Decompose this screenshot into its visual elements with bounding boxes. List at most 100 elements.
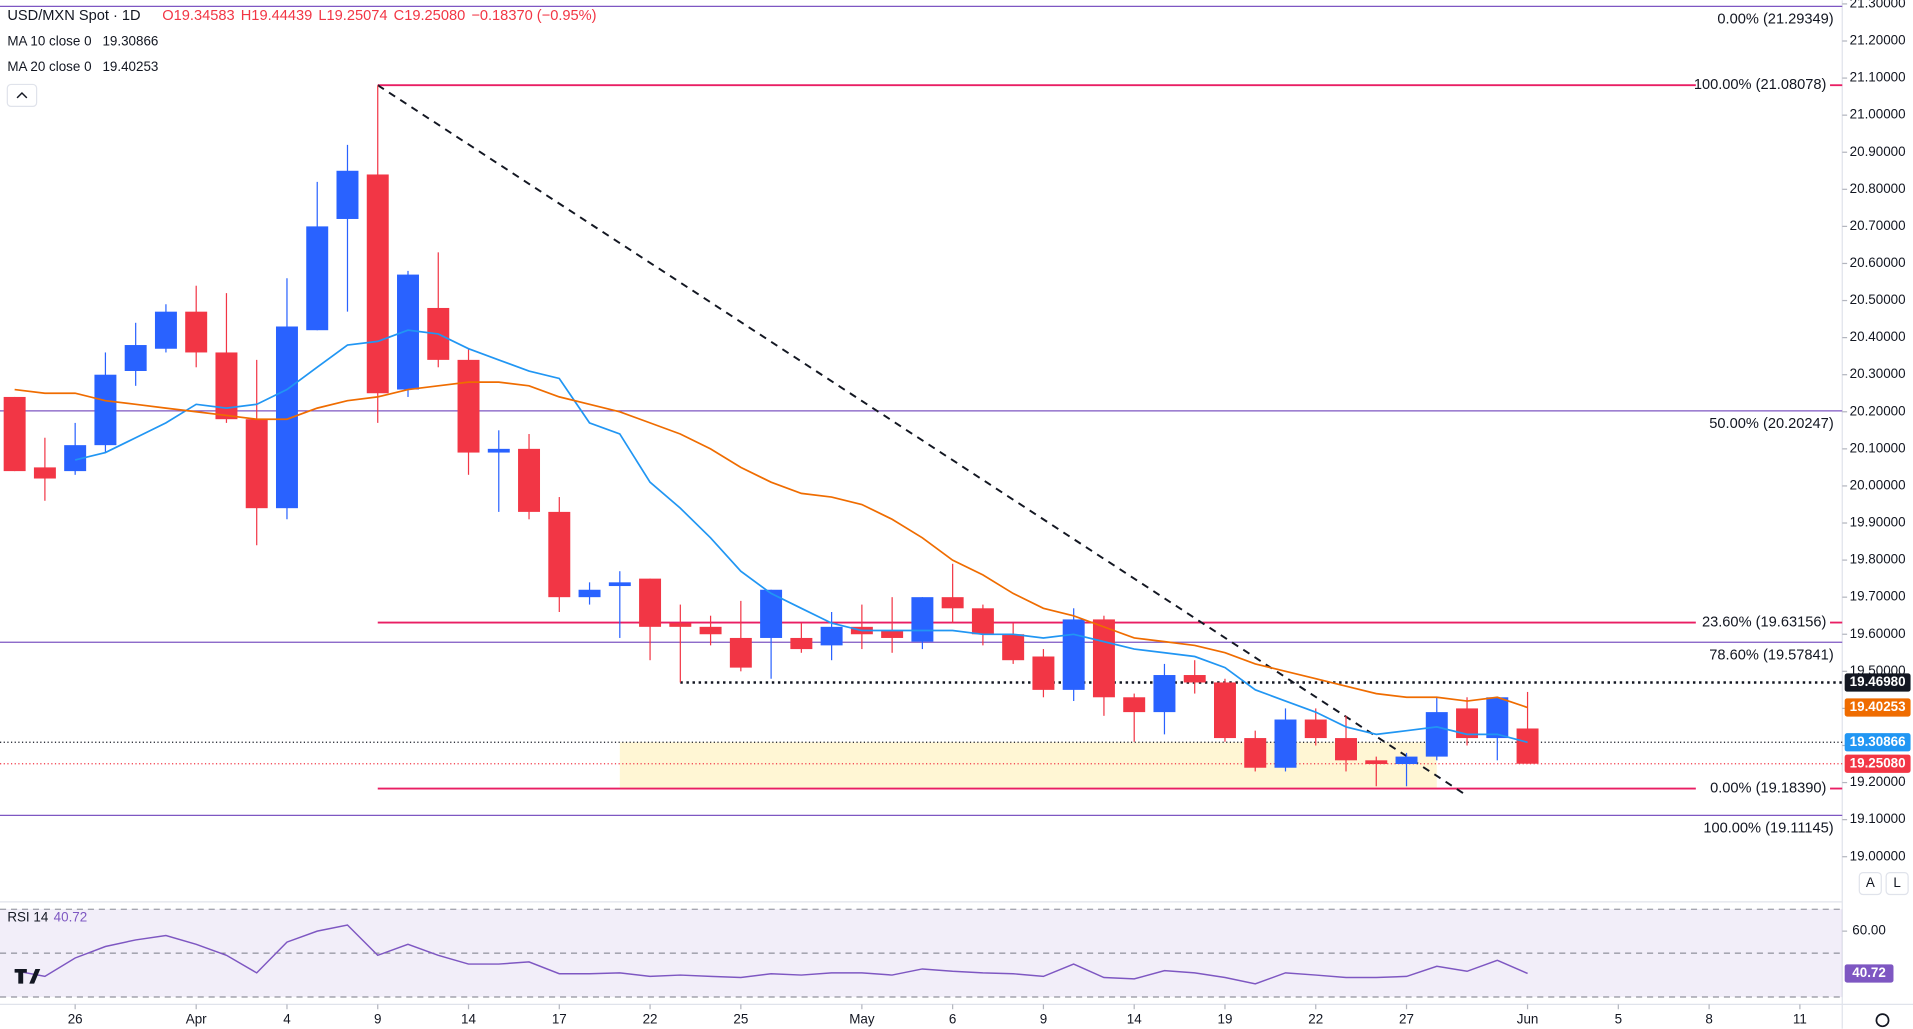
candle-body xyxy=(941,597,964,609)
candle-body xyxy=(124,345,147,371)
ohlc-value: O19.34583 xyxy=(162,8,234,24)
y-tick-label: 19.20000 xyxy=(1850,774,1906,789)
price-badge xyxy=(1844,698,1911,717)
candle-body xyxy=(366,174,389,394)
candle-body xyxy=(881,630,904,638)
candle-body xyxy=(578,589,601,598)
candle-body xyxy=(1032,656,1055,690)
y-tick-label: 20.00000 xyxy=(1850,477,1906,492)
y-tick-label: 21.30000 xyxy=(1850,0,1906,10)
candle-body xyxy=(760,589,783,638)
candle-body xyxy=(1183,675,1206,683)
x-tick-label: 25 xyxy=(733,1012,748,1027)
y-tick-label: 20.40000 xyxy=(1850,329,1906,344)
rsi-line xyxy=(14,924,1528,985)
candle-body xyxy=(3,396,26,472)
candle-body xyxy=(1002,634,1025,661)
candle-body xyxy=(518,448,541,512)
price-badge-label: 19.25080 xyxy=(1850,755,1906,770)
candle-body xyxy=(1304,719,1327,739)
y-tick-label: 20.90000 xyxy=(1850,144,1906,159)
legend-value: 19.40253 xyxy=(102,59,158,74)
x-tick-label: 27 xyxy=(1399,1012,1414,1027)
candle-body xyxy=(669,623,692,627)
fib-label: 100.00% (21.08078) xyxy=(1694,77,1827,93)
candle-body xyxy=(1213,682,1236,739)
candle-body xyxy=(1365,760,1388,765)
legend-name: MA 20 close 0 xyxy=(7,59,91,74)
fib-label: 78.60% (19.57841) xyxy=(1709,648,1833,664)
collapse-button[interactable] xyxy=(6,83,38,108)
fib-label: 0.00% (19.18390) xyxy=(1710,780,1826,796)
candle-body xyxy=(185,311,208,353)
price-badge xyxy=(1844,733,1911,752)
fib-label: 0.00% (21.29349) xyxy=(1717,12,1833,28)
rsi-badge xyxy=(1844,964,1894,983)
y-tick-label: 21.10000 xyxy=(1850,70,1906,85)
x-tick-label: Jun xyxy=(1517,1012,1539,1027)
candle-body xyxy=(639,578,662,627)
candle-body xyxy=(1274,719,1297,768)
x-tick-label: 6 xyxy=(949,1012,956,1027)
y-tick-label: 21.00000 xyxy=(1850,107,1906,122)
ma-line xyxy=(74,329,1528,744)
scale-button[interactable] xyxy=(1858,871,1882,896)
rsi-name: RSI 14 xyxy=(7,909,49,924)
y-tick-label: 20.80000 xyxy=(1850,181,1906,196)
y-tick-label: 19.80000 xyxy=(1850,552,1906,567)
price-badge-label: 19.40253 xyxy=(1850,699,1906,714)
x-tick-label: Apr xyxy=(186,1012,207,1027)
y-tick-label: 19.00000 xyxy=(1850,848,1906,863)
candle-body xyxy=(215,352,238,420)
candle-body xyxy=(64,445,87,472)
chart-title: USD/MXN Spot · 1D xyxy=(7,8,140,24)
candle-body xyxy=(729,637,752,668)
rsi-band xyxy=(0,909,1843,998)
y-tick-label: 19.90000 xyxy=(1850,515,1906,530)
ohlc-value: H19.44439 xyxy=(241,8,313,24)
legend-name: MA 10 close 0 xyxy=(7,33,91,48)
x-tick-label: 26 xyxy=(68,1012,83,1027)
candle-body xyxy=(457,359,480,453)
ohlc-value: C19.25080 xyxy=(394,8,466,24)
candle-body xyxy=(94,374,117,446)
y-tick-label: 19.10000 xyxy=(1850,811,1906,826)
candle-body xyxy=(245,419,268,509)
rsi-value: 40.72 xyxy=(54,909,88,924)
candle-body xyxy=(820,626,843,646)
candle-body xyxy=(1486,697,1509,739)
price-badge xyxy=(1844,754,1911,773)
zone xyxy=(619,742,1437,789)
y-tick-label: 20.20000 xyxy=(1850,403,1906,418)
candle-body xyxy=(1516,728,1539,764)
candle-body xyxy=(275,326,298,509)
fib-label: 50.00% (20.20247) xyxy=(1709,416,1833,432)
settings-icon[interactable] xyxy=(1875,1013,1890,1028)
candle-body xyxy=(487,448,510,453)
fib-label: 100.00% (19.11145) xyxy=(1703,821,1833,837)
ohlc-readout: O19.34583 H19.44439 L19.25074 C19.25080 −0.1… xyxy=(162,8,596,24)
x-tick-label: 14 xyxy=(461,1012,476,1027)
candle-body xyxy=(306,226,329,331)
candle-body xyxy=(608,582,631,587)
price-badge-label: 19.30866 xyxy=(1850,734,1906,749)
y-tick-label: 20.70000 xyxy=(1850,218,1906,233)
y-tick-label: 20.60000 xyxy=(1850,255,1906,270)
y-tick-label: 19.60000 xyxy=(1850,626,1906,641)
x-tick-label: 11 xyxy=(1793,1012,1807,1027)
candle-body xyxy=(154,311,177,349)
y-tick-label: 19.70000 xyxy=(1850,589,1906,604)
candle-body xyxy=(699,626,722,635)
candle-body xyxy=(1456,708,1479,739)
x-tick-label: May xyxy=(849,1012,875,1027)
trendline xyxy=(377,84,1465,795)
y-tick-label: 20.30000 xyxy=(1850,366,1906,381)
scale-button[interactable] xyxy=(1885,871,1909,896)
candle-body xyxy=(1092,619,1115,698)
candle-body xyxy=(1123,697,1146,713)
price-badge-label: 19.46980 xyxy=(1850,674,1906,689)
candle-body xyxy=(548,511,571,598)
